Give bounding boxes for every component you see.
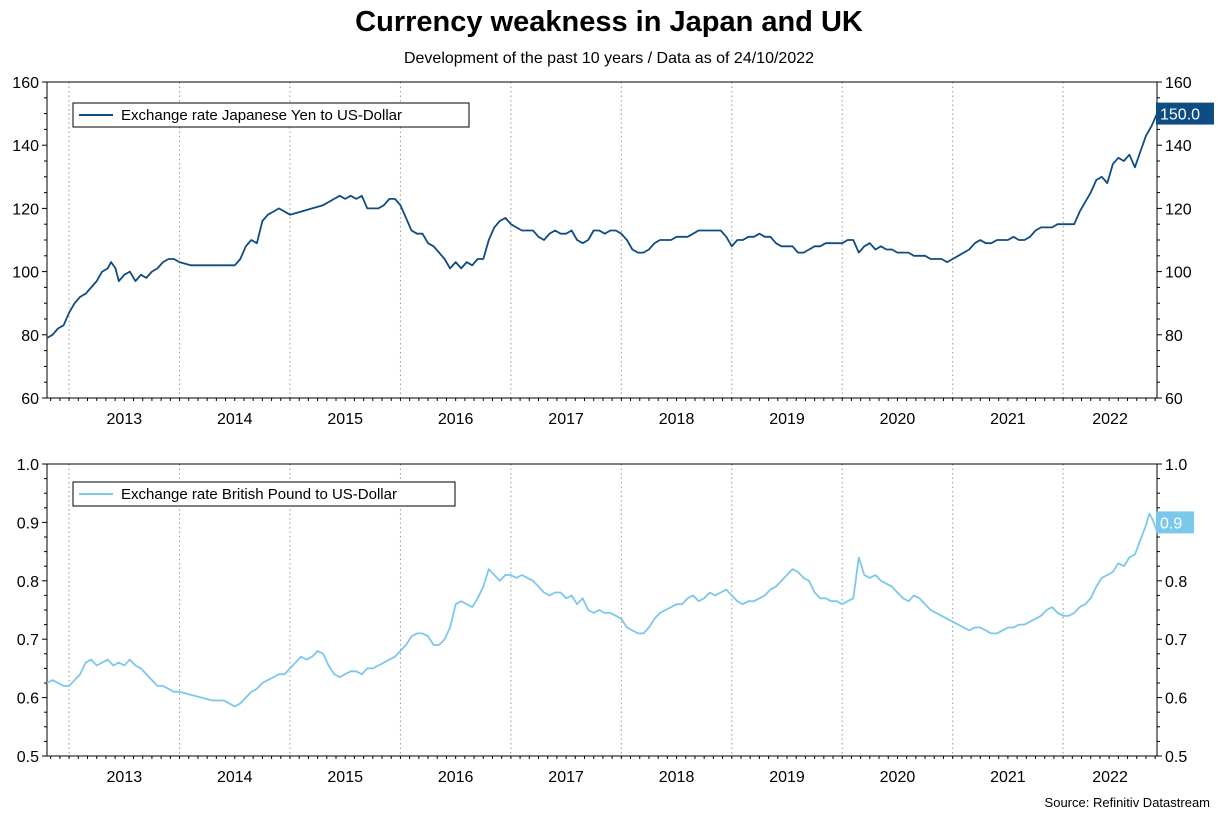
y-tick-label-left: 80 <box>21 328 39 345</box>
last-value-badge <box>1156 102 1214 125</box>
x-tick-label: 2014 <box>217 411 253 428</box>
x-tick-label: 2016 <box>438 411 474 428</box>
plot-frame <box>46 463 1158 757</box>
x-tick-label: 2017 <box>548 411 584 428</box>
x-tick-label: 2020 <box>880 769 916 786</box>
chart-title: Currency weakness in Japan and UK <box>355 6 863 38</box>
x-tick-label: 2021 <box>990 769 1026 786</box>
x-tick-label: 2018 <box>659 769 695 786</box>
y-tick-label-left: 160 <box>12 75 39 92</box>
y-tick-label-right: 140 <box>1165 138 1192 155</box>
legend-box <box>72 102 470 128</box>
legend-box <box>72 481 456 507</box>
y-tick-label-left: 0.5 <box>17 749 39 766</box>
y-tick-label-right: 120 <box>1165 201 1192 218</box>
panel-jpy-usd: 60 60 80 80 100 100 120 120 140 140 160 160 2013 2014… <box>12 75 1214 428</box>
x-tick-label: 2016 <box>438 769 474 786</box>
y-tick-label-right: 0.7 <box>1165 632 1187 649</box>
x-tick-label: 2022 <box>1092 411 1128 428</box>
y-tick-label-right: 100 <box>1165 265 1192 282</box>
y-tick-label-left: 1.0 <box>17 457 39 474</box>
legend-label: Exchange rate Japanese Yen to US-Dollar <box>121 107 402 124</box>
legend-label: Exchange rate British Pound to US-Dollar <box>121 486 397 503</box>
series-line <box>46 512 1158 708</box>
y-tick-label-left: 0.7 <box>17 632 39 649</box>
y-tick-label-left: 100 <box>12 265 39 282</box>
x-tick-label: 2022 <box>1092 769 1128 786</box>
x-tick-label: 2019 <box>769 769 805 786</box>
last-value-label: 150.0 <box>1160 107 1200 124</box>
y-tick-label-right: 0.6 <box>1165 691 1187 708</box>
y-tick-label-right: 1.0 <box>1165 457 1187 474</box>
y-tick-label-right: 160 <box>1165 75 1192 92</box>
y-tick-label-left: 0.9 <box>17 515 39 532</box>
y-tick-label-left: 0.6 <box>17 691 39 708</box>
y-tick-label-right: 60 <box>1165 391 1183 408</box>
chart-subtitle: Development of the past 10 years / Data … <box>403 50 815 67</box>
series-line <box>46 113 1158 339</box>
y-tick-label-left: 120 <box>12 201 39 218</box>
x-tick-label: 2021 <box>990 411 1026 428</box>
plot-frame <box>46 81 1158 399</box>
y-tick-label-left: 0.8 <box>17 574 39 591</box>
y-tick-label-right: 0.8 <box>1165 574 1187 591</box>
last-value-label: 0.9 <box>1160 515 1182 532</box>
y-tick-label-left: 140 <box>12 138 39 155</box>
x-tick-label: 2020 <box>880 411 916 428</box>
x-tick-label: 2015 <box>327 411 363 428</box>
x-tick-label: 2017 <box>548 769 584 786</box>
y-tick-label-right: 80 <box>1165 328 1183 345</box>
source-note: Source: Refinitiv Datastream <box>1044 795 1210 810</box>
x-tick-label: 2014 <box>217 769 253 786</box>
panel-gbp-usd: 0.5 0.5 0.6 0.6 0.7 0.7 0.8 0.8 0.9 0.9 1.0 1.0 2013… <box>17 457 1194 786</box>
last-value-badge <box>1156 511 1194 534</box>
x-tick-label: 2018 <box>659 411 695 428</box>
y-tick-label-left: 60 <box>21 391 39 408</box>
y-tick-label-right: 0.5 <box>1165 749 1187 766</box>
x-tick-label: 2015 <box>327 769 363 786</box>
x-tick-label: 2013 <box>107 769 143 786</box>
x-tick-label: 2019 <box>769 411 805 428</box>
x-tick-label: 2013 <box>107 411 143 428</box>
